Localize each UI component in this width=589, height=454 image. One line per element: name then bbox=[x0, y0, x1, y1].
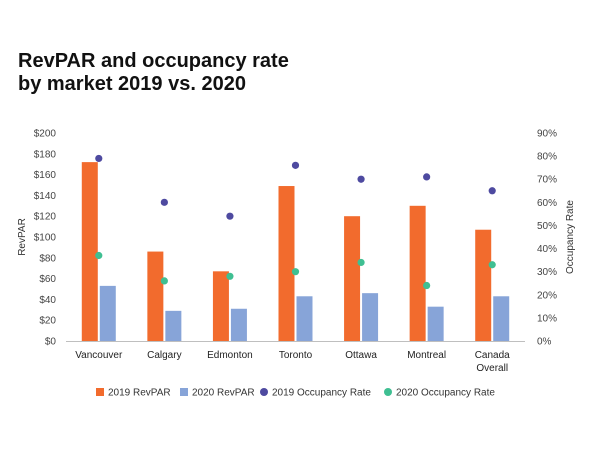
right-tick-label: 70% bbox=[537, 175, 557, 186]
left-tick-label: $100 bbox=[34, 233, 57, 244]
right-axis-title: Occupancy Rate bbox=[565, 200, 576, 274]
right-tick-label: 40% bbox=[537, 244, 557, 255]
chart-title-line-2: by market 2019 vs. 2020 bbox=[18, 73, 246, 95]
point-3-5 bbox=[357, 175, 365, 183]
left-axis-ticks: $0 $20 $40 $60 $80 $100 $120 $140 $160 $180 $200 bbox=[34, 129, 57, 348]
legend-label-3: 2019 Occupancy Rate bbox=[272, 388, 371, 399]
point-4-5 bbox=[357, 258, 365, 267]
category-label: Calgary bbox=[147, 350, 181, 361]
legend-label-2: 2020 RevPAR bbox=[192, 388, 255, 399]
left-tick-label: $20 bbox=[39, 316, 56, 327]
point-4-3 bbox=[226, 272, 234, 280]
point-3-4 bbox=[291, 161, 300, 169]
legend-swatch-4 bbox=[384, 388, 392, 396]
left-tick-label: $40 bbox=[39, 295, 56, 306]
left-tick-label: $160 bbox=[34, 170, 57, 181]
bar-1-6 bbox=[409, 205, 426, 341]
left-tick-label: $60 bbox=[39, 274, 56, 285]
bar-1-2 bbox=[147, 251, 164, 341]
point-4-6 bbox=[423, 281, 431, 290]
right-tick-label: 0% bbox=[537, 337, 552, 348]
left-tick-label: $200 bbox=[34, 129, 57, 140]
bar-2-4 bbox=[296, 296, 313, 341]
bar-2-5 bbox=[362, 293, 379, 341]
legend-label-4: 2020 Occupancy Rate bbox=[396, 388, 495, 399]
left-tick-label: $180 bbox=[34, 149, 57, 160]
bar-2-2 bbox=[165, 310, 182, 341]
right-tick-label: 60% bbox=[537, 198, 557, 209]
point-4-4 bbox=[291, 268, 300, 276]
category-label: Toronto bbox=[279, 350, 313, 361]
left-tick-label: $0 bbox=[45, 337, 57, 348]
right-axis-ticks: 0% 10% 20% 30% 40% 50% 60% 70% 80% 90% bbox=[537, 129, 557, 348]
bar-2-7 bbox=[493, 296, 510, 341]
bar-1-4 bbox=[278, 186, 295, 341]
bar-2-1 bbox=[99, 285, 116, 341]
right-tick-label: 20% bbox=[537, 290, 557, 301]
point-4-7 bbox=[488, 261, 496, 269]
category-label: Canada bbox=[475, 350, 510, 361]
category-label: Overall bbox=[476, 363, 508, 374]
chart-title-line-1: RevPAR and occupancy rate bbox=[18, 50, 289, 72]
chart-title: RevPAR and occupancy rate by market 2019… bbox=[18, 50, 289, 96]
point-3-1 bbox=[95, 154, 103, 163]
point-4-2 bbox=[160, 277, 168, 285]
category-label: Montreal bbox=[407, 350, 446, 361]
bar-2-3 bbox=[230, 308, 247, 341]
legend-label-1: 2019 RevPAR bbox=[108, 388, 171, 399]
left-tick-label: $120 bbox=[34, 212, 57, 223]
category-labels: Vancouver Calgary Edmonton Toronto Ottawa Mon… bbox=[75, 350, 510, 374]
bar-1-3 bbox=[212, 271, 229, 341]
point-4-1 bbox=[95, 251, 103, 260]
legend: 2019 RevPAR 2020 RevPAR 2019 Occupancy Rat… bbox=[96, 388, 495, 399]
right-tick-label: 80% bbox=[537, 152, 557, 163]
bar-1-1 bbox=[81, 162, 98, 341]
point-3-2 bbox=[160, 198, 168, 206]
right-tick-label: 90% bbox=[537, 129, 557, 140]
point-3-7 bbox=[488, 187, 496, 195]
point-3-6 bbox=[423, 173, 431, 181]
points bbox=[95, 154, 496, 290]
right-tick-label: 10% bbox=[537, 313, 557, 324]
left-tick-label: $140 bbox=[34, 191, 57, 202]
category-label: Vancouver bbox=[75, 350, 123, 361]
legend-swatch-1 bbox=[96, 388, 104, 396]
bar-1-7 bbox=[475, 229, 492, 341]
bar-1-5 bbox=[344, 216, 361, 341]
category-label: Edmonton bbox=[207, 350, 253, 361]
legend-swatch-2 bbox=[180, 388, 188, 396]
right-tick-label: 50% bbox=[537, 221, 557, 232]
legend-swatch-3 bbox=[260, 388, 268, 396]
left-tick-label: $80 bbox=[39, 253, 56, 264]
point-3-3 bbox=[226, 212, 234, 220]
left-axis-title: RevPAR bbox=[17, 218, 28, 256]
right-tick-label: 30% bbox=[537, 267, 557, 278]
bar-2-6 bbox=[427, 306, 444, 341]
category-label: Ottawa bbox=[345, 350, 377, 361]
bars bbox=[81, 162, 510, 341]
